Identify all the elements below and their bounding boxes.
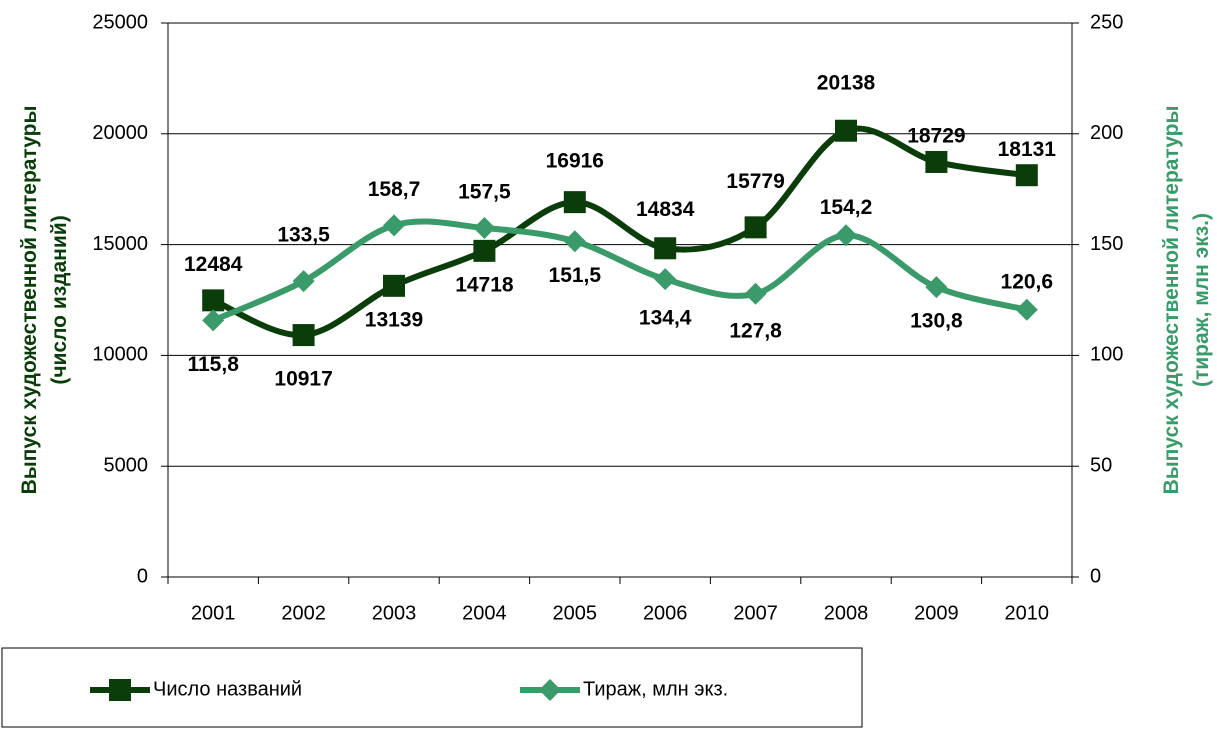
y-tick-label: 20000	[92, 122, 148, 144]
series-line	[212, 125, 1028, 339]
marker	[654, 268, 677, 291]
marker	[563, 230, 586, 253]
marker	[383, 214, 405, 237]
marker	[292, 270, 315, 293]
data-label: 134,4	[639, 307, 692, 330]
data-label: 157,5	[458, 181, 511, 204]
y2-tick-label: 50	[1090, 454, 1112, 476]
x-tick-label: 2009	[914, 602, 959, 624]
marker	[473, 216, 496, 239]
y2-tick-label: 150	[1090, 233, 1123, 255]
data-label: 12484	[184, 253, 243, 276]
y-tick-label: 0	[137, 565, 148, 587]
x-tick-label: 2002	[281, 602, 326, 624]
legend-label: Тираж, млн экз.	[583, 678, 728, 700]
y-tick-label: 10000	[92, 344, 148, 366]
data-label: 154,2	[820, 196, 873, 219]
y-axis-title: Выпуск художественной литературы (число и…	[18, 106, 71, 495]
y2-tick-label: 0	[1090, 565, 1101, 587]
marker	[925, 150, 948, 173]
data-label: 14834	[636, 198, 695, 221]
marker	[473, 239, 496, 262]
marker	[744, 216, 767, 239]
marker	[292, 324, 315, 347]
y-axis-title-line: (число изданий)	[48, 215, 71, 384]
marker	[1015, 164, 1038, 187]
x-tick-label: 2008	[824, 602, 869, 624]
y-axis-title-line: Выпуск художественной литературы	[18, 106, 41, 495]
marker	[563, 191, 586, 214]
x-tick-label: 2006	[643, 602, 688, 624]
y2-tick-label: 100	[1090, 344, 1123, 366]
y2-tick-label: 200	[1090, 122, 1123, 144]
data-label: 127,8	[729, 319, 782, 342]
y-tick-label: 25000	[92, 11, 148, 33]
data-label: 130,8	[910, 310, 963, 333]
series-line	[212, 218, 1028, 324]
data-label: 20138	[817, 71, 876, 94]
marker	[383, 274, 405, 297]
data-label: 13139	[365, 308, 423, 331]
y2-tick-label: 250	[1090, 11, 1123, 33]
data-label: 158,7	[368, 178, 421, 201]
marker	[109, 679, 131, 701]
data-label: 151,5	[549, 264, 602, 287]
data-label: 16916	[546, 150, 604, 173]
marker	[835, 224, 857, 247]
data-label: 15779	[726, 170, 784, 193]
x-tick-label: 2001	[191, 602, 236, 624]
y2-axis-title: Выпуск художественной литературы (тираж, …	[1160, 106, 1213, 495]
data-label: 18729	[907, 125, 965, 148]
marker	[202, 289, 225, 312]
marker	[654, 237, 677, 260]
x-tick-label: 2007	[733, 602, 778, 624]
x-tick-label: 2004	[462, 602, 507, 624]
marker	[744, 282, 767, 305]
y-tick-label: 5000	[104, 454, 149, 476]
marker	[925, 276, 948, 299]
data-label: 14718	[455, 273, 514, 296]
marker	[835, 119, 857, 142]
data-label: 10917	[274, 368, 332, 391]
x-tick-label: 2010	[1005, 602, 1050, 624]
x-tick-label: 2005	[553, 602, 598, 624]
data-label: 133,5	[277, 224, 330, 247]
data-label: 18131	[998, 138, 1057, 161]
y2-axis-title-line: (тираж, млн экз.)	[1190, 213, 1213, 387]
legend-label: Число названий	[153, 678, 302, 700]
y-tick-label: 15000	[92, 233, 148, 255]
y2-axis-title-line: Выпуск художественной литературы	[1160, 106, 1183, 495]
x-tick-label: 2003	[372, 602, 417, 624]
data-label: 115,8	[187, 353, 239, 376]
marker	[202, 309, 225, 332]
marker	[539, 679, 561, 701]
data-label: 120,6	[1001, 270, 1054, 293]
marker	[1015, 298, 1038, 321]
